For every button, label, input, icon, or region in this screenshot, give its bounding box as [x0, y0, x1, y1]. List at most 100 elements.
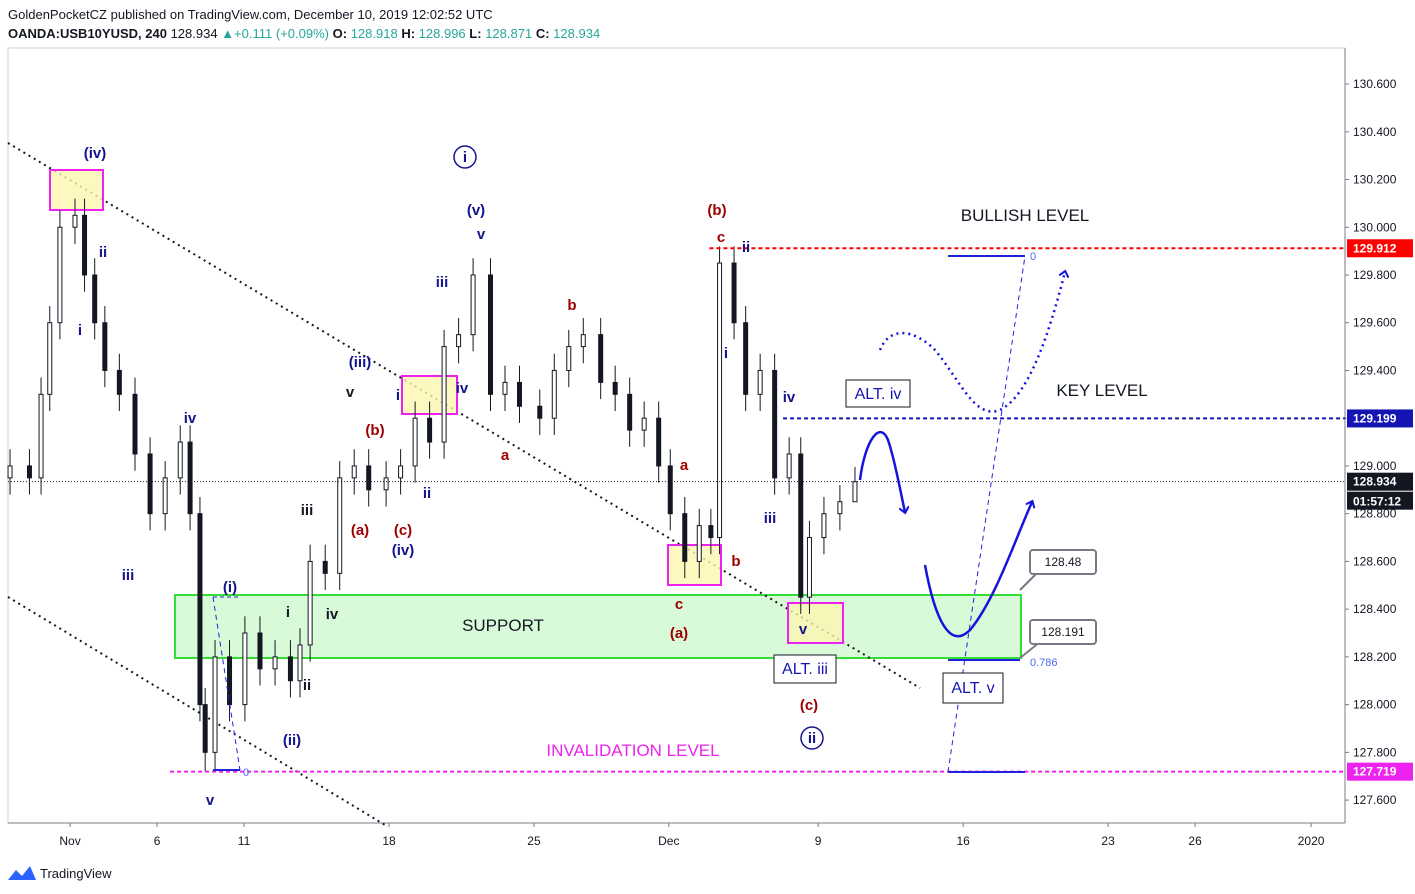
projection-arrow	[923, 502, 1032, 638]
candle-body	[852, 481, 858, 503]
callout-box	[1029, 619, 1097, 645]
callout-label: 128.191	[1041, 625, 1085, 639]
fib-label: 0.786	[1030, 657, 1058, 669]
y-tick-label: 129.600	[1353, 316, 1397, 330]
y-tick-label: 130.000	[1353, 220, 1397, 234]
countdown: 01:57:12	[1353, 495, 1401, 509]
wave-label: ii	[99, 244, 107, 261]
fib-label: 0	[1030, 251, 1036, 263]
zone-label: BULLISH LEVEL	[961, 206, 1090, 225]
wave-label: ii	[303, 677, 311, 694]
candle-body	[551, 369, 557, 419]
candle-body	[116, 369, 122, 395]
wave-label: b	[567, 297, 576, 314]
wave-label: c	[717, 229, 725, 246]
y-tick-label: 129.000	[1353, 459, 1397, 473]
candle-body	[656, 417, 662, 467]
wave-label: v	[477, 226, 486, 243]
footer: TradingView	[40, 866, 112, 881]
ohlc-value: 128.996	[419, 26, 466, 41]
candle-body	[667, 465, 673, 515]
x-tick-label: 11	[238, 834, 251, 848]
ohlc-key: O:	[333, 26, 347, 41]
wave-circle	[800, 726, 824, 750]
wave-labels: (iv)iiiiviii(i)v(ii)iiiiiiivv(iii)(b)(a)…	[78, 145, 824, 809]
price-tag-label: 127.719	[1353, 765, 1397, 779]
highlight-box	[667, 544, 722, 586]
price-tag	[1347, 472, 1413, 491]
candle-body	[202, 704, 208, 753]
symbol: OANDA:USB10YUSD, 240	[8, 26, 167, 41]
x-tick-label: Dec	[658, 834, 679, 848]
symbol-line: OANDA:USB10YUSD, 240 128.934 ▲+0.111 (+0…	[8, 26, 600, 41]
fib-diagonal	[212, 596, 241, 771]
wave-label: v	[206, 792, 215, 809]
candle-body	[427, 417, 433, 443]
wave-label: c	[675, 596, 683, 613]
candle-body	[7, 465, 13, 479]
wave-label: (a)	[670, 625, 688, 642]
candle-body	[598, 334, 604, 383]
price-tag	[1347, 239, 1413, 258]
last-price: 128.934	[171, 26, 218, 41]
y-tick-label: 128.800	[1353, 507, 1397, 521]
wave-label: ii	[742, 239, 750, 256]
candle-body	[227, 656, 233, 706]
x-tick-label: Nov	[59, 834, 80, 848]
candle-body	[307, 560, 313, 646]
header: GoldenPocketCZ published on TradingView.…	[8, 7, 600, 41]
candle-body	[147, 453, 153, 515]
candle-body	[627, 393, 633, 431]
wave-label: (i)	[223, 579, 237, 596]
projections	[858, 272, 1065, 638]
zone-label: INVALIDATION LEVEL	[546, 741, 719, 760]
price-tag-label: 128.934	[1353, 475, 1397, 489]
y-tick-label: 130.400	[1353, 125, 1397, 139]
candle-body	[837, 501, 843, 515]
candle-body	[322, 560, 328, 574]
candle-body	[366, 465, 372, 491]
y-tick-label: 128.600	[1353, 554, 1397, 568]
wave-label: iii	[436, 274, 449, 291]
ohlc-key: C:	[536, 26, 550, 41]
price-tag-label: 129.199	[1353, 411, 1397, 425]
ohlc-value: 128.871	[485, 26, 532, 41]
candle-body	[757, 369, 763, 395]
alt-box	[845, 379, 911, 408]
wave-label: ii	[423, 485, 431, 502]
candle-body	[242, 632, 248, 706]
wave-label: (c)	[394, 522, 412, 539]
wave-label: ii	[808, 730, 816, 747]
candle-body	[743, 322, 749, 395]
candle-body	[456, 334, 462, 348]
zone-label: KEY LEVEL	[1056, 381, 1147, 400]
wave-label: (iv)	[392, 542, 415, 559]
ohlc-value: 128.918	[351, 26, 398, 41]
ohlc-value: 128.934	[553, 26, 600, 41]
candle-body	[38, 393, 44, 479]
wave-label: i	[463, 149, 467, 166]
candle-body	[708, 525, 714, 539]
y-tick-label: 130.200	[1353, 173, 1397, 187]
candle-body	[682, 513, 688, 562]
candle-body	[47, 322, 53, 395]
candle-body	[287, 656, 293, 682]
alt-label: ALT. iii	[782, 661, 828, 678]
candle-body	[487, 274, 493, 395]
candle-body	[516, 381, 522, 407]
trendline	[7, 596, 386, 826]
alt-label: ALT. iv	[855, 386, 902, 403]
candle-body	[398, 465, 404, 479]
candle-body	[187, 441, 193, 515]
wave-label: a	[680, 457, 689, 474]
candle-body	[297, 644, 303, 682]
ohlc-key: H:	[401, 26, 415, 41]
y-tick-label: 128.400	[1353, 602, 1397, 616]
wave-label: b	[731, 553, 740, 570]
candle-body	[798, 453, 804, 598]
candle-body	[641, 417, 647, 431]
candle-body	[786, 453, 792, 479]
candle-body	[162, 477, 168, 515]
